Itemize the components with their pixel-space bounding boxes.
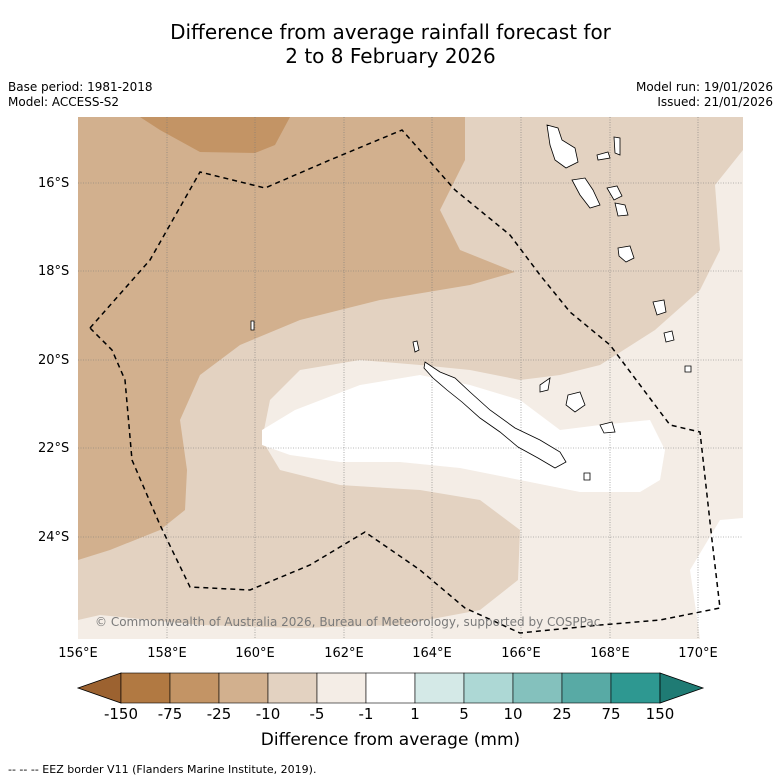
small-island-4 [412, 340, 420, 353]
vanuatu-island-2 [596, 151, 611, 161]
region-strong-dry [140, 117, 290, 153]
cbar-tick: 10 [503, 705, 523, 723]
vanuatu-island-4 [571, 177, 601, 209]
region-near-average-east [690, 518, 743, 639]
colorbar-segment [169, 672, 220, 704]
cbar-tick: -1 [358, 705, 374, 723]
meta-left: Base period: 1981-2018 Model: ACCESS-S2 [8, 80, 153, 110]
cbar-tick: 1 [410, 705, 420, 723]
lon-tick-162e: 162°E [324, 646, 364, 661]
colorbar-segment [610, 672, 661, 704]
vanuatu-island-3 [613, 136, 621, 156]
base-period: Base period: 1981-2018 [8, 80, 153, 94]
issued-date: Issued: 21/01/2026 [657, 95, 773, 109]
eez-footnote: -- -- -- EEZ border V11 (Flanders Marine… [8, 763, 317, 776]
colorbar [76, 672, 705, 704]
model-run: Model run: 19/01/2026 [635, 80, 773, 94]
cbar-tick: -75 [157, 705, 183, 723]
eez-border [88, 129, 721, 634]
small-island-3 [250, 320, 255, 331]
lon-tick-168e: 168°E [590, 646, 630, 661]
loyalty-island-1 [539, 377, 551, 393]
colorbar-segment [512, 672, 563, 704]
lon-tick-164e: 164°E [412, 646, 452, 661]
vanuatu-island-1 [546, 124, 579, 169]
vanuatu-island-7 [617, 245, 635, 263]
colorbar-extend-high [659, 672, 705, 704]
colorbar-segment [365, 672, 416, 704]
vanuatu-island-5 [606, 185, 623, 201]
rainfall-map: © Commonwealth of Australia 2026, Bureau… [78, 117, 743, 639]
coastlines [250, 124, 692, 481]
colorbar-segment [463, 672, 514, 704]
lat-tick-24s: 24°S [38, 530, 70, 545]
lon-tick-166e: 166°E [501, 646, 541, 661]
colorbar-segment [267, 672, 318, 704]
lon-tick-156e: 156°E [58, 646, 98, 661]
meta-right: Model run: 19/01/2026 Issued: 21/01/2026 [636, 80, 773, 110]
lat-tick-18s: 18°S [38, 264, 70, 279]
colorbar-segment [316, 672, 367, 704]
vanuatu-island-9 [663, 330, 675, 343]
cbar-tick: -5 [309, 705, 325, 723]
lon-tick-160e: 160°E [235, 646, 275, 661]
cbar-tick: 5 [459, 705, 469, 723]
vanuatu-island-6 [614, 202, 629, 217]
colorbar-segment [414, 672, 465, 704]
region-moderate-dry [78, 117, 515, 560]
loyalty-island-3 [599, 421, 616, 434]
colorbar-segment [561, 672, 612, 704]
small-island-2 [583, 472, 591, 481]
cbar-tick: 25 [552, 705, 572, 723]
lat-tick-22s: 22°S [38, 441, 70, 456]
lat-tick-20s: 20°S [38, 353, 70, 368]
title-line-1: Difference from average rainfall forecas… [170, 20, 611, 44]
new-caledonia-island [423, 361, 567, 469]
small-island-1 [684, 365, 692, 373]
lon-tick-170e: 170°E [678, 646, 718, 661]
cbar-tick: -25 [206, 705, 232, 723]
chart-title: Difference from average rainfall forecas… [0, 20, 781, 68]
loyalty-island-2 [565, 391, 586, 413]
copyright-text: © Commonwealth of Australia 2026, Bureau… [95, 615, 600, 629]
vanuatu-island-8 [652, 299, 667, 316]
cbar-tick: 150 [645, 705, 675, 723]
graticule [78, 117, 743, 639]
cbar-tick: -10 [255, 705, 281, 723]
colorbar-extend-low [76, 672, 122, 704]
lon-tick-158e: 158°E [147, 646, 187, 661]
colorbar-segment [120, 672, 171, 704]
colorbar-title: Difference from average (mm) [260, 730, 521, 750]
cbar-tick: -150 [103, 705, 139, 723]
model-name: Model: ACCESS-S2 [8, 95, 120, 109]
cbar-tick: 75 [601, 705, 621, 723]
lat-tick-16s: 16°S [38, 176, 70, 191]
colorbar-segment [218, 672, 269, 704]
title-line-2: 2 to 8 February 2026 [285, 44, 496, 68]
